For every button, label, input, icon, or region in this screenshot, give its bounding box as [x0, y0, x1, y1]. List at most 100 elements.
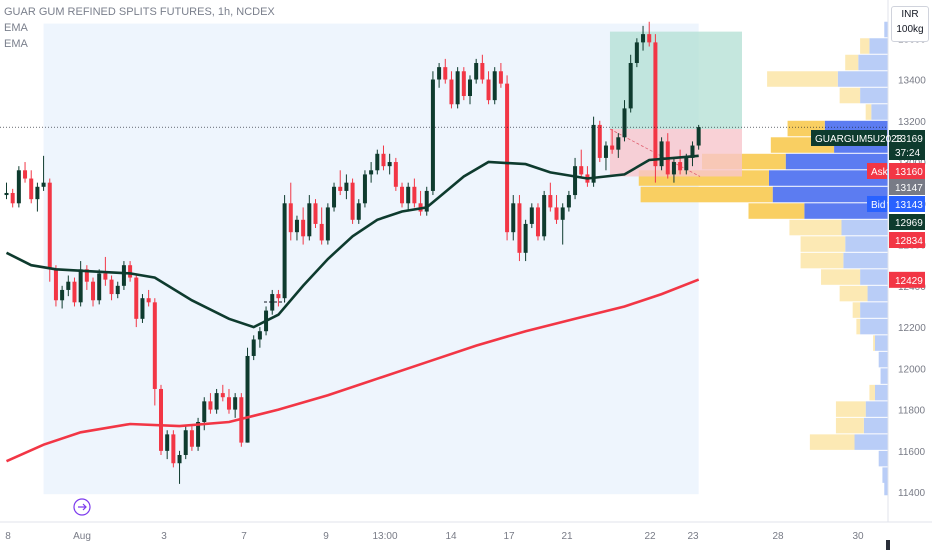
price-tick-label: 11400 — [898, 488, 926, 499]
candle-body — [226, 397, 231, 410]
candle-body — [690, 145, 695, 158]
candle-body — [400, 186, 405, 204]
candle-body — [220, 393, 225, 398]
candle-body — [603, 145, 608, 158]
price-tag-value: 13169 — [895, 134, 923, 145]
candle-body — [97, 273, 102, 301]
time-tick-label: 14 — [445, 531, 457, 542]
candle-body — [437, 67, 442, 80]
candle-body — [393, 162, 398, 187]
volume-bar-sell — [845, 54, 859, 71]
candle-body — [369, 170, 374, 175]
time-tick-label: 22 — [644, 531, 656, 542]
volume-bar-buy — [874, 384, 888, 401]
price-tag-label-box — [867, 163, 887, 179]
candle-body — [152, 302, 157, 389]
volume-bar-buy — [884, 479, 888, 496]
price-tick-label: 12000 — [898, 364, 926, 375]
candle-body — [406, 186, 411, 204]
volume-bar-buy — [884, 21, 888, 38]
volume-bar-sell — [809, 434, 855, 450]
price-tag-box — [889, 179, 925, 195]
candle-body — [103, 273, 108, 280]
volume-bar-buy — [854, 434, 888, 450]
candle-body — [202, 401, 207, 422]
time-tick-label: 21 — [561, 531, 573, 542]
volume-bar-sell — [800, 236, 846, 252]
volume-bar-buy — [874, 335, 888, 351]
candle-body — [529, 207, 534, 224]
unit-label: 100kg — [896, 24, 924, 35]
candle-body — [313, 203, 318, 224]
candle-body — [696, 127, 701, 146]
candle-body — [430, 79, 435, 191]
candle-body — [165, 434, 170, 451]
candle-body — [344, 182, 349, 191]
candle-body — [115, 285, 120, 295]
volume-profile — [638, 21, 888, 496]
ema-legend-1[interactable]: EMA — [4, 22, 28, 34]
candle-body — [591, 124, 596, 183]
candle-body — [647, 34, 652, 43]
ema-slow-line — [5, 278, 700, 463]
candle-body — [288, 203, 293, 233]
time-tick-label: 13:00 — [372, 531, 397, 542]
overlay-layer — [0, 126, 888, 516]
volume-bar-buy — [867, 285, 888, 302]
axis-scroll-handle — [886, 540, 890, 550]
candle-body — [375, 153, 380, 171]
price-tag-label-box — [811, 130, 887, 146]
volume-bar-sell — [748, 203, 805, 219]
price-tag-box — [889, 130, 925, 146]
candle-body — [251, 339, 256, 356]
range-background — [43, 23, 699, 495]
time-axis[interactable]: 8 Aug 3 7 9 13:00 14 17 21 22 23 28 30 — [0, 521, 932, 550]
volume-bar-buy — [878, 450, 888, 467]
position-zone[interactable] — [609, 31, 742, 177]
candle-body — [641, 34, 646, 43]
currency-unit-button[interactable]: INR 100kg — [891, 6, 929, 42]
volume-bar-buy — [860, 318, 888, 335]
candle-body — [362, 174, 367, 204]
candle-body — [597, 124, 602, 158]
candle-body — [579, 166, 584, 175]
candle-body — [523, 223, 528, 253]
price-tag-value: 13160 — [895, 167, 923, 178]
price-tag-value: 13143 — [895, 200, 923, 211]
volume-bar-sell — [865, 104, 872, 120]
time-tick-label: 28 — [772, 531, 784, 542]
price-tag-value: 12969 — [895, 218, 923, 229]
time-tick-label: 3 — [161, 531, 167, 542]
candle-body — [208, 401, 213, 410]
candle-body — [177, 454, 182, 464]
ema-legend-2[interactable]: EMA — [4, 38, 28, 50]
volume-bar-sell — [869, 384, 875, 401]
volume-bar-sell — [856, 318, 861, 335]
symbol-title[interactable]: GUAR GUM REFINED SPLITS FUTURES, 1h, NCD… — [4, 6, 275, 18]
stop-loss-zone — [609, 129, 742, 177]
currency-label: INR — [901, 9, 919, 20]
volume-bar-buy — [772, 186, 888, 203]
candle-body — [610, 145, 615, 150]
candle-body — [53, 269, 58, 301]
candle-body — [573, 166, 578, 196]
candle-body — [78, 269, 83, 303]
price-axis[interactable]: 1140011600118001200012200124001260012800… — [887, 0, 926, 522]
price-tick-label: 11600 — [898, 447, 926, 458]
candle-body — [387, 162, 392, 167]
replay-arrow-icon — [78, 503, 87, 511]
candle-body — [616, 137, 621, 150]
candle-body — [23, 170, 28, 179]
candle-body — [196, 421, 201, 447]
price-tag-box — [889, 196, 925, 212]
price-tag-box — [889, 232, 925, 248]
volume-bar-sell — [789, 219, 842, 236]
candle-body — [294, 219, 299, 233]
price-tick-label: 13400 — [898, 76, 926, 87]
candle-body — [678, 162, 683, 171]
candle-body — [47, 182, 52, 270]
volume-bar-buy — [878, 351, 888, 368]
candle-body — [542, 195, 547, 237]
